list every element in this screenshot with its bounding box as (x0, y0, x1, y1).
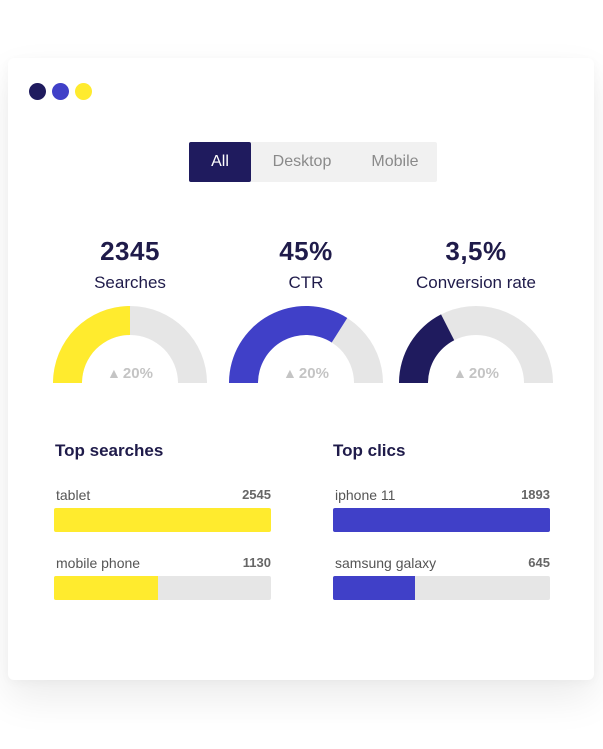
stat-ctr: 45% CTR (226, 236, 386, 293)
item-value: 1130 (242, 555, 271, 570)
item-label: mobile phone (56, 555, 141, 571)
tab-all[interactable]: All (189, 142, 251, 182)
stat-label: CTR (288, 273, 324, 292)
gauge-conversion: ▲ 20% (398, 305, 554, 385)
gauge-fill (229, 306, 348, 383)
bar-fill (54, 508, 271, 532)
item-label: iphone 11 (335, 487, 396, 503)
gauge-ctr: ▲ 20% (228, 305, 384, 385)
gauge-change: ▲ 20% (228, 365, 384, 382)
item-label: tablet (56, 487, 91, 503)
bar-track (54, 508, 271, 532)
arrow-up-icon: ▲ (107, 365, 121, 381)
window-dot-yellow[interactable] (75, 83, 92, 100)
arrow-up-icon: ▲ (453, 365, 467, 381)
device-tabs: All Desktop Mobile (189, 142, 437, 182)
bar-fill (333, 508, 550, 532)
item-value: 2545 (242, 487, 271, 502)
stat-label: Conversion rate (415, 273, 536, 292)
bar-track (333, 508, 550, 532)
stat-searches: 2345 Searches (50, 236, 210, 293)
stat-conversion: 3,5% Conversion rate (396, 236, 556, 293)
window-dot-blue[interactable] (52, 83, 69, 100)
bar-track (54, 576, 271, 600)
gauge-change: ▲ 20% (52, 365, 208, 382)
gauge-svg (229, 306, 383, 383)
top-clics-title: Top clics (333, 441, 406, 460)
gauge-fill (399, 314, 455, 383)
gauge-change-value: 20% (122, 365, 153, 382)
window-controls (29, 83, 92, 100)
stat-value: 2345 (100, 236, 160, 266)
gauge-change-value: 20% (298, 365, 329, 382)
gauge-svg (399, 306, 553, 383)
item-label: samsung galaxy (335, 555, 437, 571)
arrow-up-icon: ▲ (283, 365, 297, 381)
tab-desktop[interactable]: Desktop (272, 153, 332, 170)
gauge-searches: ▲ 20% (52, 305, 208, 385)
window-dot-dark[interactable] (29, 83, 46, 100)
gauge-fill (53, 306, 130, 383)
stat-value: 3,5% (445, 236, 507, 266)
item-value: 1893 (521, 487, 550, 502)
top-searches-title: Top searches (55, 441, 164, 460)
bar-fill (54, 576, 159, 600)
item-value: 645 (528, 555, 550, 570)
tab-mobile[interactable]: Mobile (371, 153, 419, 170)
gauge-change: ▲ 20% (398, 365, 554, 382)
gauge-svg (53, 306, 207, 383)
stat-label: Searches (94, 273, 166, 292)
gauge-change-value: 20% (468, 365, 499, 382)
stat-value: 45% (279, 236, 333, 266)
bar-fill (333, 576, 416, 600)
bar-track (333, 576, 550, 600)
